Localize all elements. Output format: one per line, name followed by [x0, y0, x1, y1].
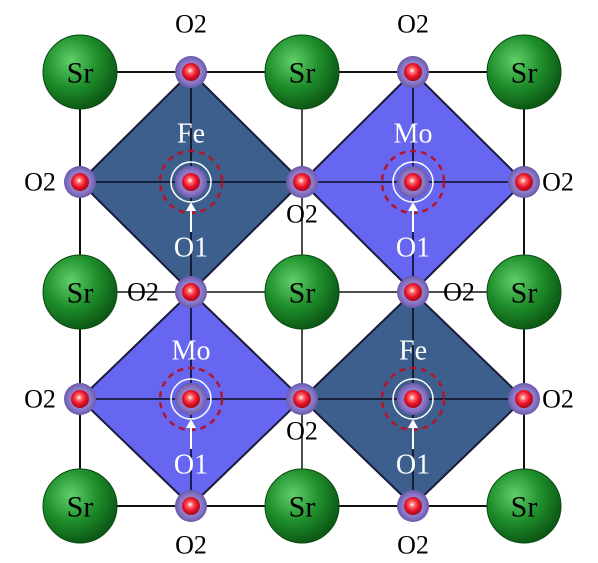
o1-atom [182, 390, 200, 408]
o2-label: O2 [286, 417, 318, 446]
o2-label: O2 [443, 278, 475, 307]
o2-atom [515, 173, 533, 191]
sr-label: Sr [289, 57, 316, 90]
sr-atom [42, 468, 118, 544]
o2-atom [182, 63, 200, 81]
sr-atom [486, 468, 562, 544]
o2-atom [71, 173, 89, 191]
o2-atom [404, 63, 422, 81]
o2-label: O2 [24, 168, 56, 197]
o1-arrow-head [408, 202, 418, 211]
o2-label: O2 [175, 531, 207, 560]
o2-atom [515, 390, 533, 408]
mo-label: Mo [172, 336, 211, 367]
o2-label: O2 [286, 200, 318, 229]
sr-label: Sr [67, 57, 94, 90]
labels-layer: Sr Sr Sr Sr Sr Sr Sr Sr Sr Fe O1 Mo O1 Mo O1 Fe O1 O2 O2 O2… [24, 10, 574, 560]
sr-label: Sr [67, 491, 94, 524]
sr-label: Sr [289, 491, 316, 524]
sr-label: Sr [511, 277, 538, 310]
sr-label: Sr [67, 277, 94, 310]
o1-label: O1 [174, 233, 208, 264]
fe-label: Fe [177, 119, 205, 150]
o2-label: O2 [397, 10, 429, 39]
o1-atom [182, 173, 200, 191]
o1-label: O1 [396, 233, 430, 264]
sr-label: Sr [511, 491, 538, 524]
o2-atom [71, 390, 89, 408]
sr-atom [264, 254, 340, 330]
sr-atom [42, 254, 118, 330]
o1-label: O1 [174, 450, 208, 481]
o1-arrow-head [408, 419, 418, 428]
o1-arrow-head [186, 202, 196, 211]
o1-atom [404, 390, 422, 408]
o2-atom [182, 283, 200, 301]
sr-atom [486, 254, 562, 330]
sr-atom [264, 34, 340, 110]
sr-label: Sr [511, 57, 538, 90]
sr-label: Sr [289, 277, 316, 310]
o2-atom [293, 390, 311, 408]
o2-label: O2 [24, 385, 56, 414]
o2-label: O2 [175, 10, 207, 39]
o1-atom [404, 173, 422, 191]
fe-label: Fe [399, 336, 427, 367]
sr-atom [42, 34, 118, 110]
o2-atom [404, 497, 422, 515]
o2-atom [182, 497, 200, 515]
o2-label: O2 [542, 168, 574, 197]
sr-atom [486, 34, 562, 110]
o2-atom [293, 173, 311, 191]
o2-label: O2 [397, 531, 429, 560]
o1-label: O1 [396, 450, 430, 481]
sr-atom [264, 468, 340, 544]
o2-label: O2 [127, 278, 159, 307]
o2-atom [404, 283, 422, 301]
o1-arrow-head [186, 419, 196, 428]
o2-label: O2 [542, 385, 574, 414]
mo-label: Mo [394, 119, 433, 150]
atoms-layer [42, 34, 562, 544]
